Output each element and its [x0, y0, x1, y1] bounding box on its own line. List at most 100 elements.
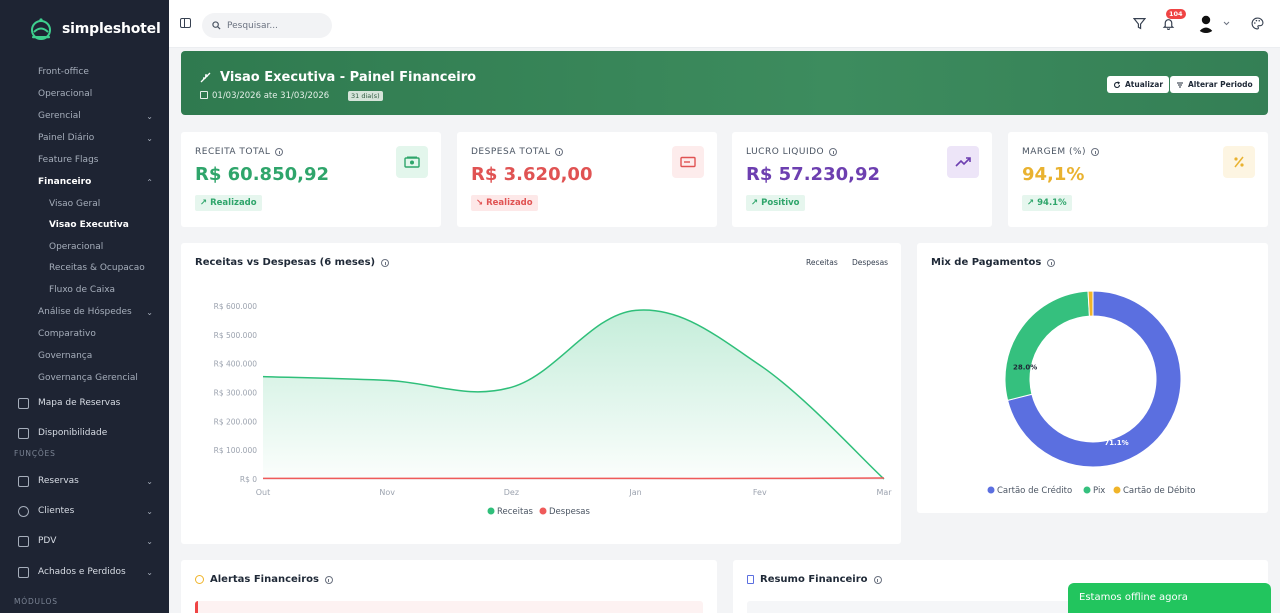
toggle-despesas[interactable]: Despesas [852, 258, 889, 267]
section-title-funcoes: FUNÇÕES [14, 449, 56, 458]
sidebar-item[interactable]: Mapa de Reservas [0, 393, 169, 413]
info-icon[interactable] [555, 148, 564, 156]
kpi-value: R$ 60.850,92 [195, 164, 329, 185]
sidebar-item[interactable]: Operacional [0, 84, 169, 104]
days-badge: 31 dia(s) [348, 91, 383, 101]
sidebar-item[interactable]: PDV ⌄ [0, 531, 169, 551]
sidebar-item-label: Reservas [38, 476, 79, 486]
kpi-status-badge: ↗ Positivo [746, 195, 805, 211]
info-icon[interactable] [1047, 258, 1056, 267]
sidebar-item-label: Clientes [38, 506, 75, 516]
legend-label[interactable]: Despesas [549, 507, 590, 517]
legend-swatch[interactable] [1113, 486, 1121, 494]
chevron-down-icon: ⌄ [146, 536, 153, 546]
pie-slice[interactable] [1007, 290, 1182, 468]
palette-icon[interactable] [1249, 15, 1265, 31]
notification-bell-icon[interactable]: 104 [1160, 9, 1186, 31]
sidebar-item-label: Comparativo [38, 329, 96, 339]
info-icon[interactable] [829, 148, 838, 156]
change-period-button[interactable]: Alterar Periodo [1170, 76, 1259, 93]
info-icon[interactable] [275, 148, 284, 156]
calendar-icon [200, 91, 208, 99]
sidebar-item[interactable]: Achados e Perdidos ⌄ [0, 562, 169, 582]
sidebar-item-label: Receitas & Ocupacao [49, 263, 145, 273]
sidebar-item[interactable]: Gerencial ⌄ [0, 106, 169, 126]
kpi-label: MARGEM (%) [1022, 147, 1100, 157]
filter-icon[interactable] [1131, 15, 1147, 31]
y-tick-label: R$ 400.000 [214, 360, 258, 369]
sidebar-item-label: Operacional [38, 89, 93, 99]
legend-label[interactable]: Receitas [497, 507, 534, 517]
refresh-button[interactable]: Atualizar [1107, 76, 1170, 93]
sidebar-item[interactable]: Análise de Hóspedes ⌄ [0, 302, 169, 322]
percent-icon [1223, 146, 1255, 178]
legend-label[interactable]: Cartão de Débito [1123, 485, 1195, 496]
sidebar-item-label: Disponibilidade [38, 428, 108, 438]
sidebar-item[interactable]: Reservas ⌄ [0, 471, 169, 491]
sidebar-item[interactable]: Governança Gerencial [0, 368, 169, 388]
legend-swatch[interactable] [987, 486, 995, 494]
chevron-down-icon: ⌄ [146, 307, 153, 317]
legend-label[interactable]: Cartão de Crédito [997, 485, 1072, 496]
chat-widget-button[interactable]: Estamos offline agora [1068, 583, 1271, 613]
kpi-status-text: Positivo [761, 198, 800, 208]
payment-chart-title-text: Mix de Pagamentos [931, 257, 1042, 268]
sidebar-item[interactable]: Visao Executiva [0, 215, 169, 235]
info-icon[interactable] [1091, 148, 1100, 156]
brand[interactable]: simpleshotel [0, 0, 169, 46]
y-tick-label: R$ 500.000 [214, 331, 258, 340]
sidebar-item-label: Visao Geral [49, 199, 101, 209]
main-content: Visao Executiva - Painel Financeiro 01/0… [169, 48, 1280, 613]
info-icon[interactable] [381, 258, 390, 267]
trend-up-icon: ↗ [200, 198, 208, 208]
kpi-status-badge: ↘ Realizado [471, 195, 538, 211]
trend-down-icon: ↘ [476, 198, 484, 208]
legend-swatch[interactable] [487, 507, 495, 515]
sidebar-item-label: Achados e Perdidos [38, 567, 126, 577]
sidebar-item[interactable]: Visao Geral [0, 194, 169, 214]
alerts-title-text: Alertas Financeiros [210, 574, 319, 585]
chevron-down-icon[interactable] [1221, 15, 1231, 31]
search-box[interactable] [202, 13, 332, 38]
kpi-card: RECEITA TOTAL R$ 60.850,92 ↗ Realizado [181, 132, 441, 227]
x-tick-label: Dez [504, 488, 519, 497]
sidebar-item[interactable]: Front-office [0, 62, 169, 82]
pie-slice-label: 71.1% [1104, 439, 1128, 447]
toggle-receitas[interactable]: Receitas [806, 258, 838, 267]
revenue-chart-title-text: Receitas vs Despesas (6 meses) [195, 257, 376, 268]
sidebar-item[interactable]: Fluxo de Caixa [0, 280, 169, 300]
info-icon[interactable] [324, 575, 333, 584]
sidebar-item[interactable]: Comparativo [0, 324, 169, 344]
sidebar-item[interactable]: Operacional [0, 237, 169, 257]
brand-name: simpleshotel [62, 21, 161, 37]
filter-small-icon [1177, 81, 1183, 88]
payment-chart-title: Mix de Pagamentos [931, 257, 1056, 268]
pie-slice[interactable] [1004, 290, 1090, 401]
sidebar-item[interactable]: Receitas & Ocupacao [0, 258, 169, 278]
info-icon[interactable] [873, 575, 882, 584]
legend-swatch[interactable] [1083, 486, 1091, 494]
search-input[interactable] [227, 20, 317, 31]
avatar[interactable] [1196, 13, 1216, 33]
sidebar-item[interactable]: Feature Flags [0, 150, 169, 170]
refresh-label: Atualizar [1125, 80, 1164, 89]
kpi-value: 94,1% [1022, 164, 1085, 185]
sidebar-item-label: Feature Flags [38, 155, 99, 165]
sidebar-item[interactable]: Disponibilidade [0, 423, 169, 443]
pie-slice[interactable] [1087, 290, 1094, 317]
series-line-receitas[interactable] [262, 309, 885, 480]
sidebar-toggle-icon[interactable] [180, 18, 191, 28]
series-line-despesas[interactable] [263, 477, 885, 480]
sidebar-item[interactable]: Financeiro ⌃ [0, 172, 169, 192]
y-tick-label: R$ 0 [240, 475, 257, 484]
chevron-down-icon: ⌄ [146, 476, 153, 486]
revenue-expense-chart: R$ 0 R$ 100.000 R$ 200.000 R$ 300.000 R$ 400… [214, 302, 893, 517]
legend-label[interactable]: Pix [1093, 486, 1105, 496]
alerts-card: Alertas Financeiros [181, 560, 717, 613]
alert-item [195, 601, 703, 613]
card-icon [672, 146, 704, 178]
sidebar-item[interactable]: Governança [0, 346, 169, 366]
sidebar-item[interactable]: Painel Diário ⌄ [0, 128, 169, 148]
sidebar-item[interactable]: Clientes ⌄ [0, 501, 169, 521]
legend-swatch[interactable] [539, 507, 547, 515]
